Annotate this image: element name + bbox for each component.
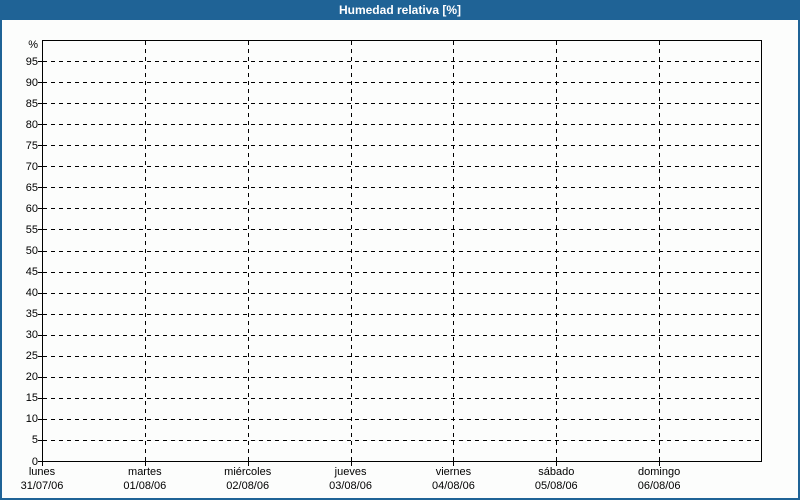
x-gridline bbox=[350, 41, 352, 461]
y-tick-label: 10 bbox=[25, 413, 38, 426]
x-tick-date-label: 01/08/06 bbox=[123, 480, 167, 492]
y-tick-label: 80 bbox=[25, 118, 38, 131]
plot-area-border bbox=[42, 40, 762, 462]
x-gridline bbox=[247, 41, 249, 461]
y-gridline bbox=[43, 61, 761, 63]
y-axis-tick bbox=[38, 376, 42, 378]
y-gridline bbox=[43, 334, 761, 336]
y-axis-tick bbox=[38, 439, 42, 441]
x-axis-tick bbox=[144, 462, 146, 466]
y-axis-tick bbox=[38, 313, 42, 315]
y-tick-label: 35 bbox=[25, 308, 38, 321]
x-axis-tick bbox=[247, 462, 249, 466]
y-axis-tick bbox=[38, 250, 42, 252]
y-tick-label: 60 bbox=[25, 202, 38, 215]
y-axis-tick bbox=[38, 229, 42, 231]
y-gridline bbox=[43, 82, 761, 84]
y-gridline bbox=[43, 313, 761, 315]
x-axis-tick bbox=[556, 462, 558, 466]
x-tick-date-label: 02/08/06 bbox=[226, 480, 270, 492]
y-axis-tick bbox=[38, 145, 42, 147]
chart-title-bar: Humedad relativa [%] bbox=[2, 2, 798, 20]
y-gridline bbox=[43, 103, 761, 105]
y-gridline bbox=[43, 187, 761, 189]
x-axis-tick bbox=[659, 462, 661, 466]
y-tick-label: 65 bbox=[25, 181, 38, 194]
y-axis-tick bbox=[38, 103, 42, 105]
y-axis-tick bbox=[38, 124, 42, 126]
x-tick-day-label: martes bbox=[128, 466, 162, 478]
x-axis-tick bbox=[42, 462, 43, 466]
y-tick-label: 5 bbox=[31, 434, 38, 447]
y-tick-label: 55 bbox=[25, 223, 38, 236]
y-tick-label: 0 bbox=[31, 455, 38, 468]
y-gridline bbox=[43, 124, 761, 126]
y-tick-label: 25 bbox=[25, 350, 38, 363]
x-gridline bbox=[659, 41, 661, 461]
y-axis-tick bbox=[38, 61, 42, 63]
y-axis-tick bbox=[38, 292, 42, 294]
y-gridline bbox=[43, 355, 761, 357]
y-gridline bbox=[43, 439, 761, 441]
y-gridline bbox=[43, 271, 761, 273]
x-tick-date-label: 31/07/06 bbox=[20, 480, 64, 492]
y-axis-tick bbox=[38, 355, 42, 357]
x-tick-day-label: domingo bbox=[638, 466, 681, 478]
y-gridline bbox=[43, 397, 761, 399]
x-tick-date-label: 04/08/06 bbox=[432, 480, 475, 492]
x-tick-day-label: sábado bbox=[538, 466, 575, 478]
x-tick-day-label: lunes bbox=[28, 466, 56, 478]
x-axis-tick bbox=[350, 462, 352, 466]
y-tick-label: 45 bbox=[25, 266, 38, 279]
y-gridline bbox=[43, 250, 761, 252]
y-tick-label: 50 bbox=[25, 245, 38, 257]
y-tick-label: 85 bbox=[25, 97, 38, 110]
y-axis-tick bbox=[38, 82, 42, 84]
y-tick-label: 75 bbox=[25, 139, 38, 152]
x-gridline bbox=[144, 41, 146, 461]
y-tick-label: 40 bbox=[25, 287, 38, 300]
y-tick-label: 15 bbox=[25, 392, 38, 405]
x-tick-day-label: miércoles bbox=[224, 466, 272, 478]
chart-title: Humedad relativa [%] bbox=[338, 3, 462, 17]
y-gridline bbox=[43, 376, 761, 378]
x-axis-tick bbox=[453, 462, 455, 466]
x-tick-date-label: 05/08/06 bbox=[534, 480, 578, 492]
y-axis-tick bbox=[38, 461, 42, 462]
y-axis-unit-label: % bbox=[28, 39, 38, 51]
x-tick-date-label: 06/08/06 bbox=[637, 480, 681, 492]
x-gridline bbox=[556, 41, 558, 461]
y-gridline bbox=[43, 145, 761, 147]
y-axis-tick bbox=[38, 208, 42, 210]
y-tick-label: 20 bbox=[25, 371, 38, 384]
y-axis-tick bbox=[38, 187, 42, 189]
y-gridline bbox=[43, 418, 761, 420]
y-axis-tick bbox=[38, 397, 42, 399]
y-tick-label: 95 bbox=[25, 55, 38, 68]
y-tick-label: 30 bbox=[25, 329, 38, 342]
y-axis-tick bbox=[38, 334, 42, 336]
x-tick-date-label: 03/08/06 bbox=[329, 480, 372, 492]
x-gridline bbox=[453, 41, 455, 461]
y-axis-tick bbox=[38, 271, 42, 273]
y-gridline bbox=[43, 229, 761, 231]
y-gridline bbox=[43, 208, 761, 210]
y-axis-tick bbox=[38, 418, 42, 420]
y-tick-label: 70 bbox=[25, 160, 38, 173]
y-axis-tick bbox=[38, 166, 42, 168]
y-tick-label: 90 bbox=[25, 76, 38, 89]
x-tick-day-label: jueves bbox=[334, 466, 367, 478]
y-gridline bbox=[43, 292, 761, 294]
x-tick-day-label: viernes bbox=[435, 466, 472, 478]
y-gridline bbox=[43, 166, 761, 168]
